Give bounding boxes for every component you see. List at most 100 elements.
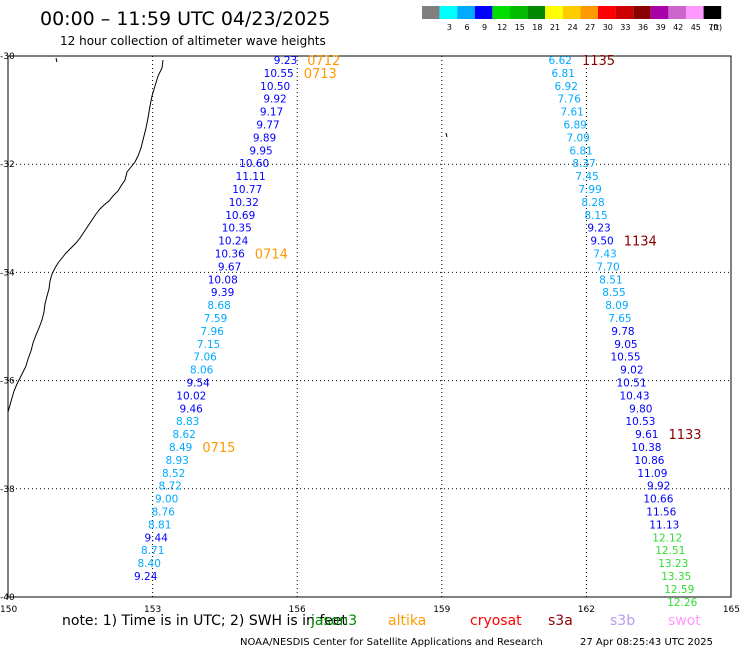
legend-tick-label: 70 bbox=[708, 23, 718, 32]
swh-value-label: 10.86 bbox=[634, 455, 664, 467]
swh-value-label: 9.17 bbox=[260, 107, 283, 119]
swh-value-label: 8.40 bbox=[138, 558, 161, 570]
legend-swatch bbox=[457, 6, 475, 19]
swh-value-label: 10.24 bbox=[218, 236, 248, 248]
swh-value-label: 9.78 bbox=[611, 326, 634, 338]
lon-tick-label: 162 bbox=[578, 605, 595, 615]
swh-value-label: 7.99 bbox=[578, 184, 601, 196]
swh-value-label: 10.02 bbox=[176, 390, 206, 402]
legend-tick-label: 15 bbox=[515, 23, 525, 32]
swh-value-label: 7.09 bbox=[566, 132, 589, 144]
lat-tick-label: -36 bbox=[0, 377, 15, 387]
satellite-name: cryosat bbox=[470, 613, 522, 629]
swh-value-label: 8.55 bbox=[602, 287, 625, 299]
swh-value-label: 9.61 bbox=[635, 429, 658, 441]
swh-value-label: 8.37 bbox=[572, 158, 595, 170]
lat-tick-label: -38 bbox=[0, 485, 15, 495]
swh-value-label: 9.24 bbox=[134, 571, 158, 583]
satellite-name: swot bbox=[668, 613, 701, 629]
swh-value-label: 9.95 bbox=[249, 145, 272, 157]
lon-tick-label: 159 bbox=[433, 605, 450, 615]
swh-value-label: 7.59 bbox=[204, 313, 227, 325]
satellite-name: altika bbox=[388, 613, 426, 629]
legend-tick-label: 39 bbox=[656, 23, 666, 32]
swh-value-label: 10.53 bbox=[625, 416, 655, 428]
swh-value-label: 8.62 bbox=[172, 429, 195, 441]
swh-value-label: 7.65 bbox=[608, 313, 631, 325]
swh-value-label: 10.77 bbox=[232, 184, 262, 196]
swh-value-label: 6.81 bbox=[552, 68, 575, 80]
legend-tick-label: 27 bbox=[585, 23, 595, 32]
legend-swatch bbox=[562, 6, 581, 19]
pass-time-label: 1134 bbox=[624, 235, 657, 250]
satellite-legend: jason3 altika cryosat s3a s3b swot bbox=[310, 613, 701, 629]
swh-value-label: 8.09 bbox=[605, 300, 628, 312]
satellite-name: jason3 bbox=[310, 613, 357, 629]
pass-time-label: 0714 bbox=[255, 248, 288, 263]
legend-tick-label: 12 bbox=[497, 23, 507, 32]
swh-value-label: 10.69 bbox=[225, 210, 255, 222]
legend-tick-label: 18 bbox=[532, 23, 542, 32]
legend-tick-label: 21 bbox=[550, 23, 560, 32]
swh-value-label: 8.83 bbox=[176, 416, 199, 428]
swh-value-label: 8.15 bbox=[584, 210, 607, 222]
axis-labels: 150 153 156 159 162 165 -30 -32 -34 -36 -38 -40 bbox=[0, 52, 740, 615]
swh-value-label: 9.54 bbox=[186, 378, 210, 390]
swh-value-label: 6.62 bbox=[549, 55, 572, 67]
swh-value-label: 9.92 bbox=[263, 94, 286, 106]
legend-swatch bbox=[580, 6, 598, 19]
pass-time-label: 0712 bbox=[307, 54, 340, 69]
legend-swatch bbox=[474, 6, 493, 19]
lon-tick-label: 156 bbox=[289, 605, 306, 615]
satellite-name: s3b bbox=[610, 613, 635, 629]
swh-value-label: 8.71 bbox=[141, 545, 164, 557]
swh-value-label: 11.56 bbox=[646, 507, 676, 519]
swh-value-label: 10.60 bbox=[239, 158, 269, 170]
swh-value-label: 7.43 bbox=[593, 249, 616, 261]
lat-tick-label: -30 bbox=[0, 52, 15, 62]
legend-swatch bbox=[668, 6, 686, 19]
legend-swatch bbox=[510, 6, 528, 19]
footer-note: note: 1) Time is in UTC; 2) SWH is in fe… bbox=[62, 613, 348, 629]
swh-value-label: 9.23 bbox=[274, 55, 297, 67]
swh-value-label: 9.44 bbox=[145, 532, 169, 544]
swh-value-label: 10.38 bbox=[631, 442, 661, 454]
pass-time-label: 0713 bbox=[304, 67, 337, 82]
swh-value-label: 7.15 bbox=[197, 339, 220, 351]
coastline-islet bbox=[55, 57, 58, 63]
swh-value-label: 8.52 bbox=[162, 468, 185, 480]
graticule bbox=[8, 56, 731, 597]
legend-swatch bbox=[439, 6, 458, 19]
legend-tick-label: 6 bbox=[464, 23, 469, 32]
legend-swatch bbox=[615, 6, 634, 19]
color-scale-legend: 3 6 9 12 15 18 21 24 27 30 33 36 39 42 45 70(ft) bbox=[422, 6, 722, 32]
coastline-icon bbox=[7, 59, 164, 413]
swh-value-label: 6.81 bbox=[569, 145, 592, 157]
swh-value-label: 11.11 bbox=[236, 171, 266, 183]
swh-value-label: 10.32 bbox=[229, 197, 259, 209]
legend-swatch bbox=[598, 6, 616, 19]
swh-value-label: 12.51 bbox=[655, 545, 685, 557]
swh-value-label: 7.45 bbox=[575, 171, 598, 183]
swh-value-label: 8.76 bbox=[152, 507, 176, 519]
swh-value-label: 10.55 bbox=[611, 352, 641, 364]
legend-swatch bbox=[633, 6, 651, 19]
footer-timestamp: 27 Apr 08:25:43 UTC 2025 bbox=[580, 637, 713, 648]
swh-value-label: 7.61 bbox=[560, 107, 583, 119]
swh-value-label: 8.72 bbox=[158, 481, 181, 493]
swh-value-label: 9.00 bbox=[155, 494, 178, 506]
swh-value-label: 9.05 bbox=[614, 339, 637, 351]
swh-value-label: 10.66 bbox=[643, 494, 673, 506]
legend-swatch bbox=[492, 6, 510, 19]
swh-value-label: 10.51 bbox=[616, 378, 646, 390]
swh-value-label: 8.51 bbox=[599, 274, 622, 286]
swh-value-label: 13.35 bbox=[661, 571, 691, 583]
swh-value-label: 7.76 bbox=[558, 94, 582, 106]
swh-value-label: 7.70 bbox=[596, 261, 619, 273]
swh-value-label: 8.81 bbox=[148, 519, 171, 531]
legend-swatch bbox=[422, 6, 440, 19]
swh-value-label: 11.13 bbox=[649, 519, 679, 531]
swh-value-label: 9.50 bbox=[590, 236, 613, 248]
swh-value-label: 6.89 bbox=[563, 120, 586, 132]
